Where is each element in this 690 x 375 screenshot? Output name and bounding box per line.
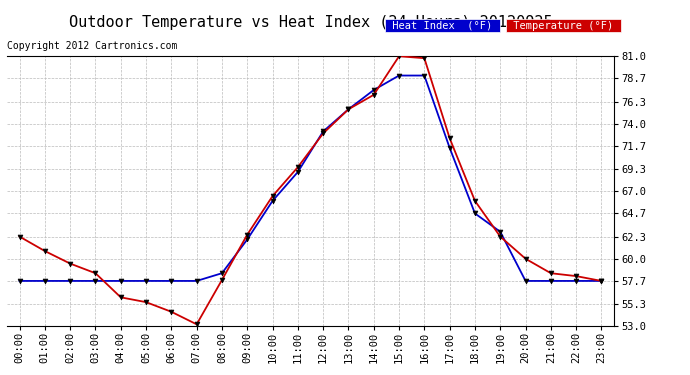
- Text: Heat Index  (°F): Heat Index (°F): [386, 21, 499, 31]
- Text: Outdoor Temperature vs Heat Index (24 Hours) 20120925: Outdoor Temperature vs Heat Index (24 Ho…: [69, 15, 552, 30]
- Text: Temperature (°F): Temperature (°F): [507, 21, 620, 31]
- Text: Copyright 2012 Cartronics.com: Copyright 2012 Cartronics.com: [7, 41, 177, 51]
